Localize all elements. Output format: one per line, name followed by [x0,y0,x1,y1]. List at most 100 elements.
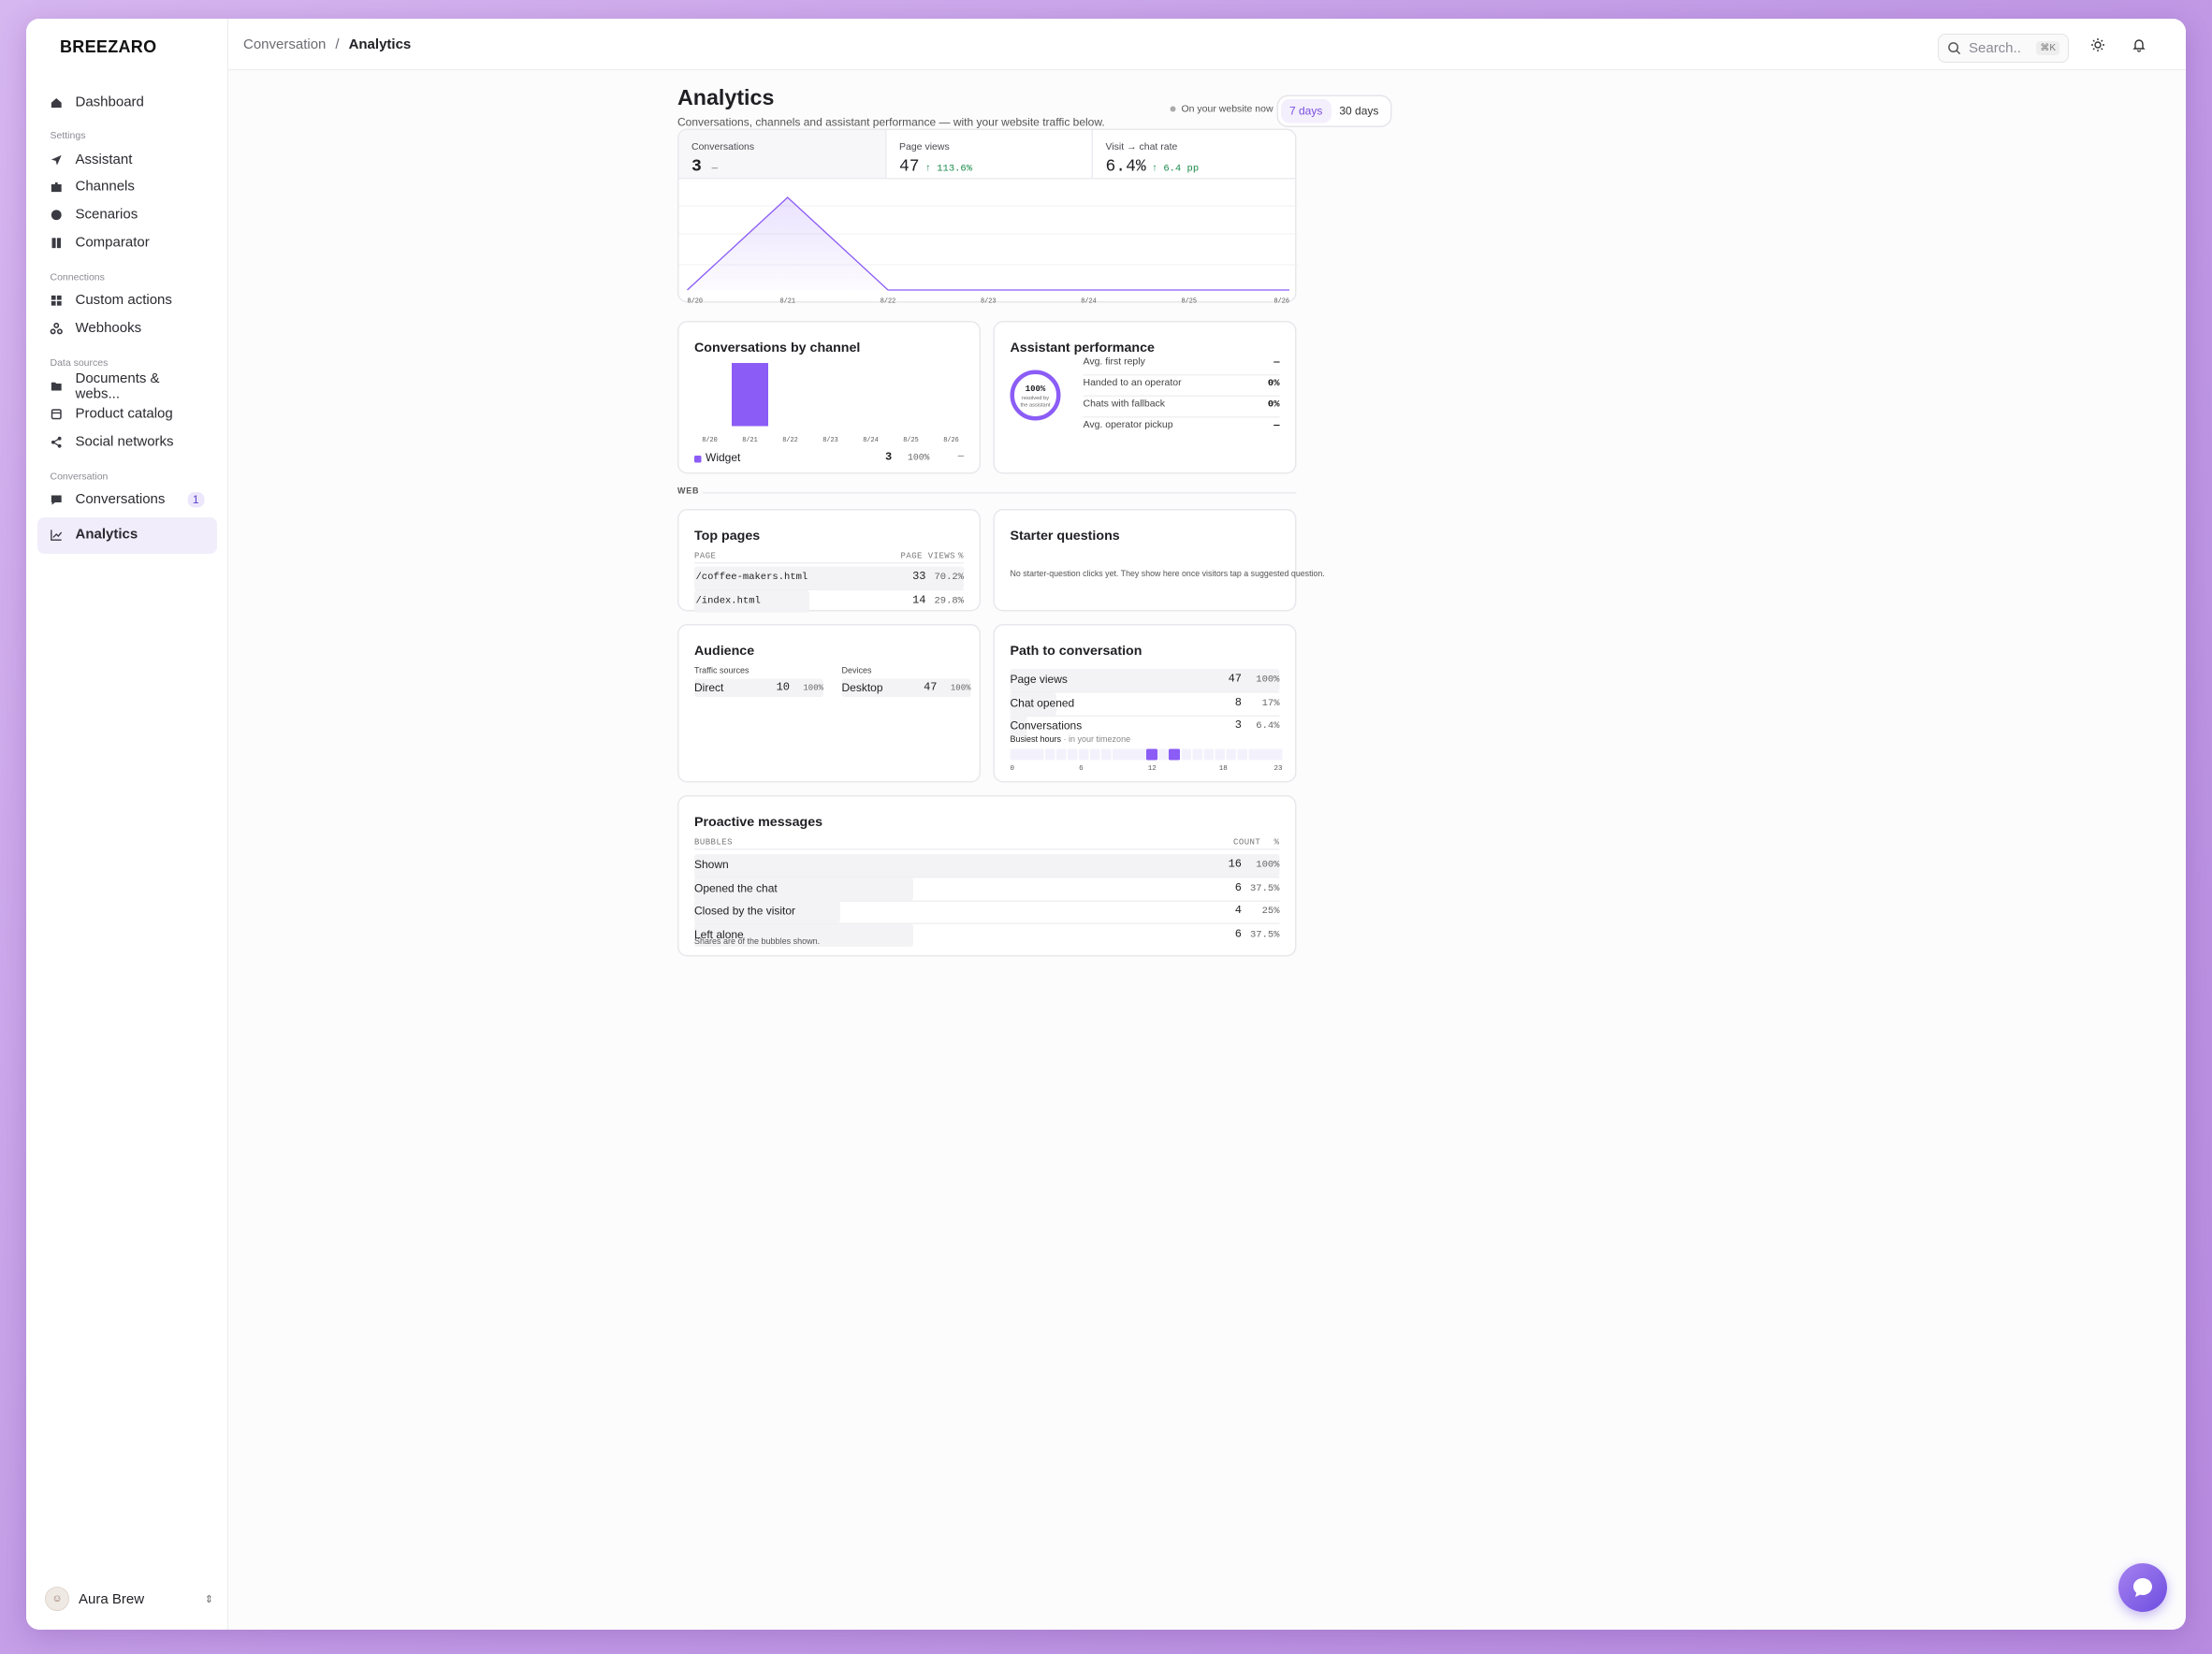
list-item[interactable]: Shown 16 100% [694,854,1280,878]
hour-cell-8 [1100,748,1113,761]
chevron-updown-icon: ⇕ [204,1593,213,1605]
nav-group-settings: Settings [50,131,86,142]
row-pct: 37.5% [1249,882,1280,894]
sidebar-item-social-networks[interactable]: Social networks [37,428,217,457]
app-logo[interactable]: BREEZARO [60,37,157,56]
share-bar [694,854,1280,877]
hour-cell-17 [1203,748,1215,761]
x-tick-label: 8/21 [742,437,758,444]
row-label: Page views [1010,673,1068,687]
tab-30-days[interactable]: 30 days [1339,105,1379,118]
legend-count: 3 [885,451,893,465]
hour-cell-13 [1157,748,1169,761]
row-pct: 29.8% [934,595,964,607]
list-item[interactable]: Left alone 6 37.5% [694,923,1280,947]
x-tick-label: 8/25 [1181,298,1197,305]
sidebar-item-comparator[interactable]: Comparator [37,229,217,257]
theme-toggle-button[interactable] [2086,33,2110,57]
kpi-value: 3 — [691,156,718,177]
x-tick-label: 8/23 [822,437,838,444]
list-item[interactable]: Chat opened 8 17% [1010,691,1280,717]
performance-stat-row: Avg. first reply — [1083,357,1280,380]
share-bar [1010,715,1027,738]
sidebar-item-assistant[interactable]: Assistant [37,146,217,174]
sidebar-item-custom-actions[interactable]: Custom actions [37,286,217,314]
row-pct: 25% [1261,906,1280,918]
sidebar-item-documents[interactable]: Documents & webs... [37,370,217,402]
trend-up-icon: ↑ 113.6% [924,164,973,175]
grid-plus-icon [51,295,64,308]
ring-label: resolved by the assistant [1020,395,1051,409]
hour-cell-9 [1113,748,1124,761]
topbar: Conversation / Analytics Search.. ⌘K B [228,19,2186,70]
busiest-hours-strip [1010,748,1283,761]
kpi-visit-chat-rate[interactable]: Visit → chat rate 6.4% ↑ 6.4 pp [1091,130,1299,178]
section-label-web: WEB [677,487,700,497]
webhook-icon [50,322,64,336]
card-title: Starter questions [1010,529,1120,544]
list-item[interactable]: Page views 47 100% [1010,669,1280,693]
sidebar-item-label: Custom actions [75,293,172,309]
sidebar-item-label: Dashboard [75,94,144,110]
kpi-label: Visit → chat rate [1105,142,1178,153]
share-bar [694,923,914,947]
app-window: BREEZARO Dashboard Settings Assistant Ch… [26,19,2186,1630]
live-visitors: On your website now 0 [1170,104,1288,115]
hour-tick-label: 0 [1010,764,1015,773]
stat-label: Chats with fallback [1083,399,1166,410]
kpi-strip: Conversations 3 — Page views 47 ↑ 113.6% … [678,130,1299,180]
sidebar-item-analytics[interactable]: Analytics [37,516,217,554]
hour-axis: 0 6 12 18 23 [1011,764,1283,776]
list-item[interactable]: Opened the chat 6 37.5% [694,877,1280,902]
kpi-value: 47 ↑ 113.6% [899,156,973,177]
list-item[interactable]: Closed by the visitor 4 25% [694,900,1280,924]
stat-label: Avg. first reply [1083,357,1145,368]
sidebar-item-dashboard[interactable]: Dashboard [37,88,217,116]
sidebar-item-product-catalog[interactable]: Product catalog [37,400,217,428]
tab-7-days[interactable]: 7 days [1281,99,1332,123]
row-label: Closed by the visitor [694,905,796,918]
store-icon [51,408,64,421]
kpi-conversations[interactable]: Conversations 3 — [678,130,885,178]
hour-tick-label: 6 [1079,764,1084,773]
chat-widget-button[interactable] [2118,1563,2167,1612]
channels-card: Conversations by channel 8/20 8/21 8/22 8/2… [677,321,981,474]
traffic-source-row[interactable]: Direct 10 100% [694,678,823,697]
bell-icon [2132,39,2146,52]
row-label: Shown [694,858,729,872]
row-pct: 100% [803,683,823,693]
search-input[interactable]: Search.. ⌘K [1938,34,2069,63]
sidebar-item-conversations[interactable]: Conversations 1 [37,486,217,514]
col-header-page: PAGE [694,551,717,561]
workspace-switcher[interactable]: ☺ Aura Brew ⇕ [45,1585,213,1613]
card-title: Conversations by channel [694,341,861,356]
sidebar-item-channels[interactable]: Channels [37,173,217,201]
share-bar [694,678,823,697]
col-header-count: COUNT [1233,837,1261,848]
row-pct: 100% [1256,860,1280,871]
kpi-page-views[interactable]: Page views 47 ↑ 113.6% [885,130,1092,178]
list-item[interactable]: /coffee-makers.html 33 70.2% [694,566,964,590]
divider [1010,714,1280,717]
hour-cell-19 [1226,748,1237,761]
sidebar-item-label: Analytics [75,527,138,544]
sidebar-item-scenarios[interactable]: Scenarios [37,201,217,229]
empty-state-text: No starter-question clicks yet. They sho… [1010,571,1325,579]
sidebar-item-webhooks[interactable]: Webhooks [37,314,217,342]
row-pct: 70.2% [934,572,964,584]
breadcrumb-separator: / [335,36,340,52]
list-item[interactable]: /index.html 14 29.8% [694,589,964,613]
notifications-button[interactable] [2127,33,2151,57]
card-title: Audience [694,644,755,660]
device-row[interactable]: Desktop 47 100% [841,678,971,697]
hour-cell-21 [1248,748,1259,761]
row-count: 8 [1234,696,1242,709]
breadcrumb-parent[interactable]: Conversation [243,36,327,52]
workspace-avatar: ☺ [45,1587,69,1611]
live-label: On your website now [1181,104,1273,114]
message-icon [51,494,64,507]
share-icon [51,436,64,449]
list-item[interactable]: Conversations 3 6.4% [1010,715,1280,738]
sidebar-item-label: Documents & webs... [75,370,160,402]
legend-swatch [694,456,702,463]
